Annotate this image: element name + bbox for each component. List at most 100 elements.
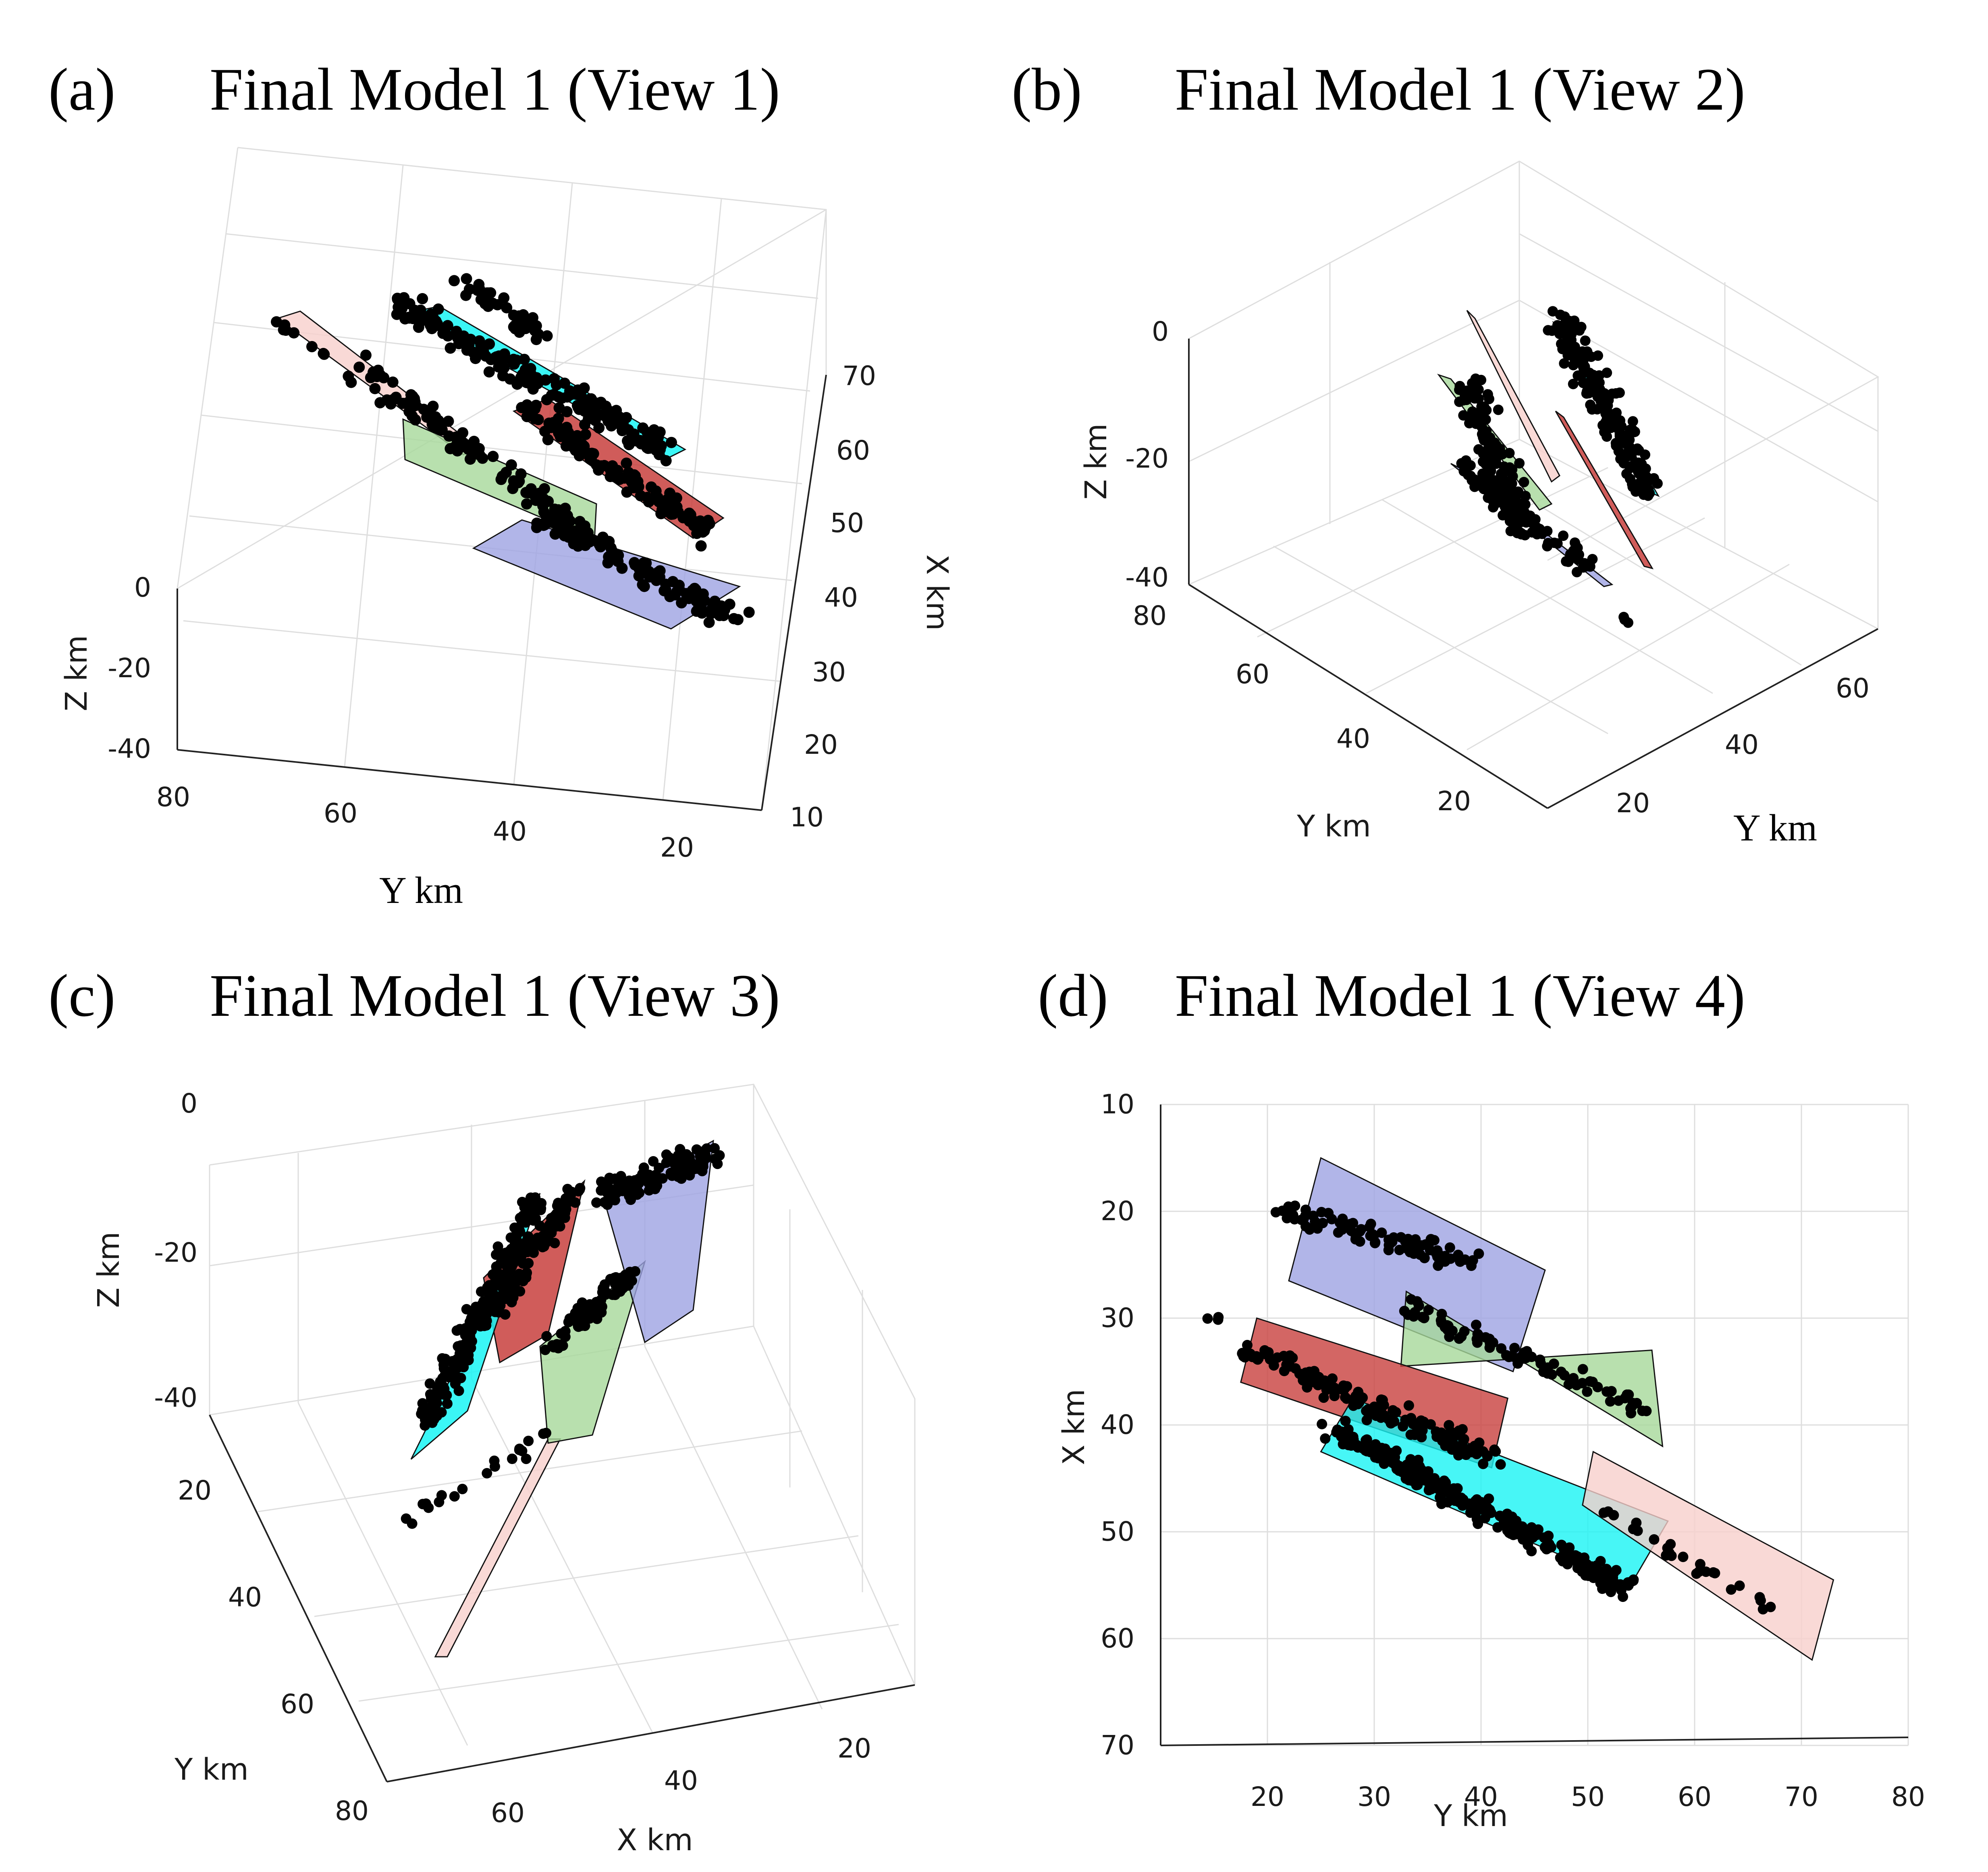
- event-point: [1495, 1459, 1506, 1470]
- event-point: [1625, 474, 1635, 484]
- event-point: [427, 1396, 438, 1406]
- event-point: [696, 603, 707, 615]
- event-point: [580, 1321, 590, 1331]
- event-point: [1543, 325, 1554, 336]
- event-point: [548, 1342, 559, 1353]
- event-point: [573, 1186, 584, 1197]
- panel-a-x-tick: 30: [812, 657, 846, 688]
- event-point: [637, 422, 649, 434]
- event-point: [1558, 1549, 1569, 1560]
- panel-d-x-axis-label: Y km: [1433, 1799, 1508, 1833]
- event-point: [1587, 1568, 1598, 1579]
- event-point: [1413, 1454, 1424, 1465]
- event-point: [703, 617, 715, 628]
- event-point: [428, 312, 439, 324]
- event-point: [1339, 1434, 1350, 1445]
- event-point: [607, 460, 618, 472]
- panel-d-events: [1202, 1200, 1776, 1615]
- event-point: [1379, 1458, 1390, 1469]
- panel-b-right-tick: 20: [1616, 788, 1650, 819]
- event-point: [673, 580, 685, 592]
- event-point: [1317, 1419, 1327, 1429]
- event-point: [698, 1161, 708, 1172]
- event-point: [556, 392, 568, 404]
- event-point: [553, 402, 565, 414]
- panel-d-ticks: 20 30 40 50 60 70 80 10 20 30 40 50 60 70: [1101, 1089, 1925, 1812]
- event-point: [1482, 389, 1493, 400]
- panel-a-x-tick: 70: [842, 360, 876, 391]
- event-point: [707, 598, 719, 609]
- event-point: [638, 580, 650, 592]
- event-point: [1623, 1389, 1634, 1400]
- event-point: [469, 353, 481, 364]
- panel-d-label: (d): [1038, 962, 1108, 1029]
- event-point: [1661, 1550, 1672, 1561]
- event-point: [553, 1198, 563, 1208]
- event-point: [695, 540, 707, 552]
- panel-c-y-tick: 40: [228, 1582, 262, 1613]
- event-point: [1543, 1531, 1554, 1541]
- event-point: [1390, 1407, 1401, 1418]
- event-point: [621, 458, 632, 469]
- event-point: [1570, 1550, 1581, 1561]
- event-point: [448, 442, 459, 453]
- panel-b-z-tick: 0: [1152, 316, 1169, 347]
- panel-a-y-tick: 20: [660, 832, 694, 863]
- panel-a-ticks: 0 -20 -40 80 60 40 20 70 60 50 40 30 20 …: [108, 360, 876, 863]
- panel-c: (c) Final Model 1 (View 3): [48, 962, 916, 1857]
- panel-d-x-tick: 40: [1464, 1781, 1498, 1812]
- panel-b-label: (b): [1012, 56, 1082, 123]
- event-point: [1318, 1392, 1329, 1403]
- event-point: [1465, 1444, 1475, 1454]
- event-point: [1416, 1464, 1427, 1475]
- event-point: [464, 453, 476, 465]
- panel-a-x-tick: 60: [836, 435, 870, 466]
- event-point: [1616, 431, 1627, 442]
- event-point: [1253, 1353, 1264, 1364]
- event-point: [1514, 458, 1525, 469]
- event-point: [505, 459, 517, 471]
- panel-a-z-tick: 0: [134, 572, 151, 603]
- event-point: [457, 1483, 468, 1494]
- event-point: [1358, 1443, 1368, 1454]
- event-point: [369, 383, 381, 394]
- event-point: [1435, 1315, 1446, 1326]
- event-point: [1398, 1421, 1408, 1432]
- event-point: [1433, 1260, 1444, 1271]
- event-point: [457, 1350, 467, 1361]
- event-point: [1569, 537, 1580, 548]
- event-point: [541, 330, 553, 342]
- event-point: [1577, 1564, 1587, 1575]
- event-point: [360, 349, 372, 361]
- event-point: [467, 1336, 477, 1347]
- event-point: [570, 1308, 581, 1319]
- event-point: [481, 1302, 492, 1313]
- event-point: [522, 1246, 533, 1257]
- event-point: [1473, 1248, 1484, 1259]
- event-point: [1464, 418, 1475, 428]
- event-point: [538, 1428, 549, 1439]
- event-point: [523, 1258, 534, 1269]
- panel-c-grid: [209, 1084, 916, 1746]
- event-point: [613, 1273, 624, 1284]
- event-point: [617, 1283, 628, 1294]
- panel-c-events: [401, 1143, 725, 1529]
- event-point: [1399, 1306, 1410, 1317]
- event-point: [1592, 404, 1603, 415]
- event-point: [535, 1204, 546, 1215]
- event-point: [1568, 379, 1579, 389]
- panel-c-z-axis-label: Z km: [91, 1231, 126, 1308]
- panel-d-x-tick: 70: [1784, 1781, 1818, 1812]
- event-point: [517, 1197, 528, 1207]
- event-point: [1605, 1568, 1616, 1579]
- event-point: [1606, 1587, 1616, 1597]
- event-point: [1387, 1457, 1398, 1468]
- event-point: [1237, 1348, 1248, 1358]
- event-point: [653, 438, 665, 450]
- event-point: [1419, 1312, 1429, 1323]
- event-point: [508, 358, 520, 370]
- event-point: [1467, 406, 1478, 417]
- event-point: [482, 287, 494, 299]
- event-point: [621, 412, 632, 423]
- event-point: [627, 1186, 638, 1196]
